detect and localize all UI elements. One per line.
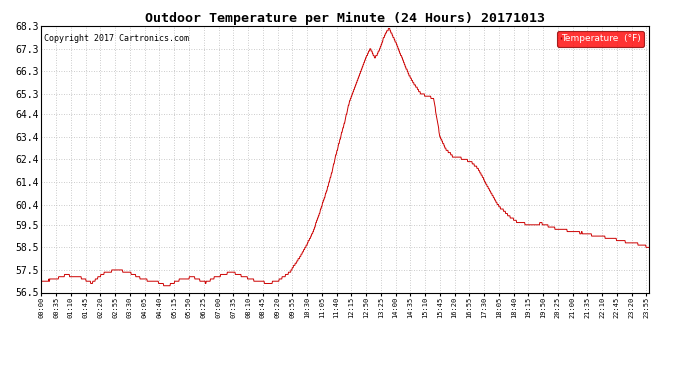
Title: Outdoor Temperature per Minute (24 Hours) 20171013: Outdoor Temperature per Minute (24 Hours… [145, 12, 545, 25]
Legend: Temperature  (°F): Temperature (°F) [557, 31, 644, 47]
Text: Copyright 2017 Cartronics.com: Copyright 2017 Cartronics.com [44, 34, 190, 43]
